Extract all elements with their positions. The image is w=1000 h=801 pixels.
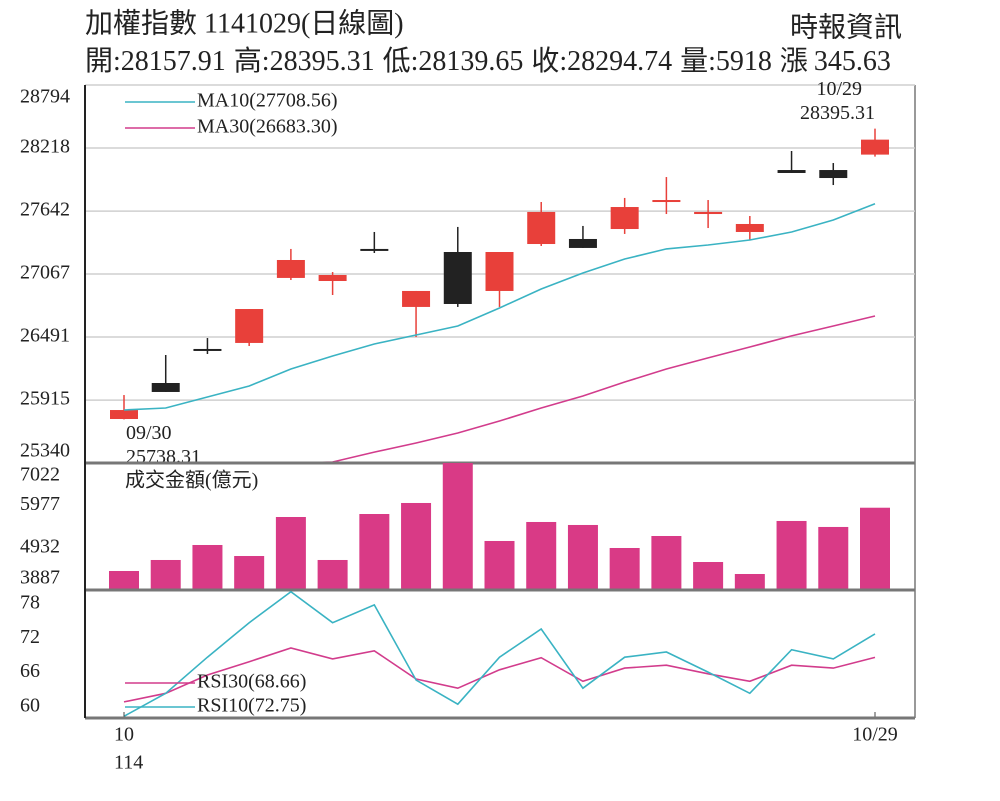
x-tick-label: 10/29	[852, 724, 898, 746]
candle-body	[861, 139, 889, 155]
bar	[192, 544, 223, 590]
y-tick-label: 60	[20, 695, 40, 717]
bar	[442, 463, 473, 590]
bar	[818, 526, 849, 590]
bar	[567, 524, 598, 590]
candle-body	[235, 309, 264, 343]
legend-label: RSI30(68.66)	[197, 671, 306, 693]
y-tick-label: 26491	[20, 325, 70, 347]
annotation-value: 28395.31	[800, 102, 875, 124]
candle-body	[735, 223, 764, 232]
legend-label: MA30(26683.30)	[197, 116, 338, 138]
bar	[484, 540, 515, 590]
bar	[109, 571, 139, 590]
line	[290, 315, 876, 463]
candle-body	[485, 252, 514, 291]
candle-body	[193, 348, 222, 351]
candle-body	[694, 211, 723, 215]
stat-label: 高:	[234, 45, 270, 77]
stat-label: 開:	[85, 46, 121, 77]
y-tick-label: 28218	[20, 136, 70, 158]
legend-label: MA10(27708.56)	[197, 90, 338, 112]
candle-body	[276, 259, 305, 278]
bar	[693, 562, 724, 590]
bar	[234, 556, 265, 590]
bar	[275, 517, 306, 590]
bar	[734, 573, 765, 590]
y-tick-label: 25915	[20, 388, 70, 410]
bar	[401, 502, 432, 590]
stat-label: 量:	[680, 46, 716, 77]
candle-body	[652, 200, 681, 203]
bar	[651, 535, 682, 590]
stat-label: 收:	[531, 45, 567, 77]
x-tick-label: 10	[114, 724, 134, 746]
candle-body	[110, 410, 138, 420]
bar	[150, 559, 181, 590]
source: 時報資訊	[790, 11, 902, 43]
x-year-label: 114	[114, 752, 143, 774]
candle-body	[527, 211, 556, 245]
line	[123, 647, 876, 703]
candle-body	[777, 170, 806, 173]
bar	[609, 547, 640, 590]
legend-label: RSI10(72.75)	[197, 695, 306, 717]
y-tick-label: 7022	[20, 464, 60, 486]
stat-value: 5918	[716, 46, 772, 77]
candle-body	[819, 170, 848, 179]
candle-body	[568, 238, 597, 248]
candle-body	[443, 252, 472, 304]
y-tick-label: 28794	[20, 86, 70, 108]
stat-value: 28157.91	[121, 46, 226, 77]
y-tick-label: 72	[20, 626, 40, 648]
candle-body	[151, 383, 180, 392]
stat-label: 漲	[780, 46, 808, 77]
y-tick-label: 25340	[20, 440, 70, 462]
stat-label: 低:	[383, 45, 419, 77]
title: 加權指數 1141029(日線圖)	[85, 7, 404, 39]
stat-value: 28294.74	[567, 46, 672, 77]
y-tick-label: 27642	[20, 199, 70, 221]
stat-value: 28395.31	[270, 46, 375, 77]
y-tick-label: 27067	[20, 262, 70, 284]
y-tick-label: 66	[20, 660, 40, 682]
panel-title: 成交金額(億元)	[125, 469, 258, 492]
candle-body	[318, 274, 347, 282]
candle-body	[402, 290, 431, 307]
stats: 開:28157.91 高:28395.31 低:28139.65 收:28294.74…	[85, 45, 891, 77]
annotation-value: 25738.31	[126, 446, 201, 468]
stat-value: 345.63	[814, 46, 891, 77]
stat-value: 28139.65	[418, 46, 523, 77]
line	[123, 203, 876, 411]
annotation-date: 10/29	[816, 78, 862, 100]
annotation-date: 09/30	[126, 422, 172, 444]
bar	[317, 559, 348, 590]
bar	[359, 514, 390, 590]
bar	[526, 521, 557, 590]
candle-body	[610, 207, 639, 230]
y-tick-label: 4932	[20, 535, 60, 557]
bar	[860, 507, 890, 590]
candle-body	[360, 248, 389, 251]
y-tick-label: 78	[20, 591, 40, 613]
y-tick-label: 3887	[20, 567, 60, 589]
y-tick-label: 5977	[20, 493, 60, 515]
bar	[776, 520, 807, 590]
line	[123, 590, 876, 718]
